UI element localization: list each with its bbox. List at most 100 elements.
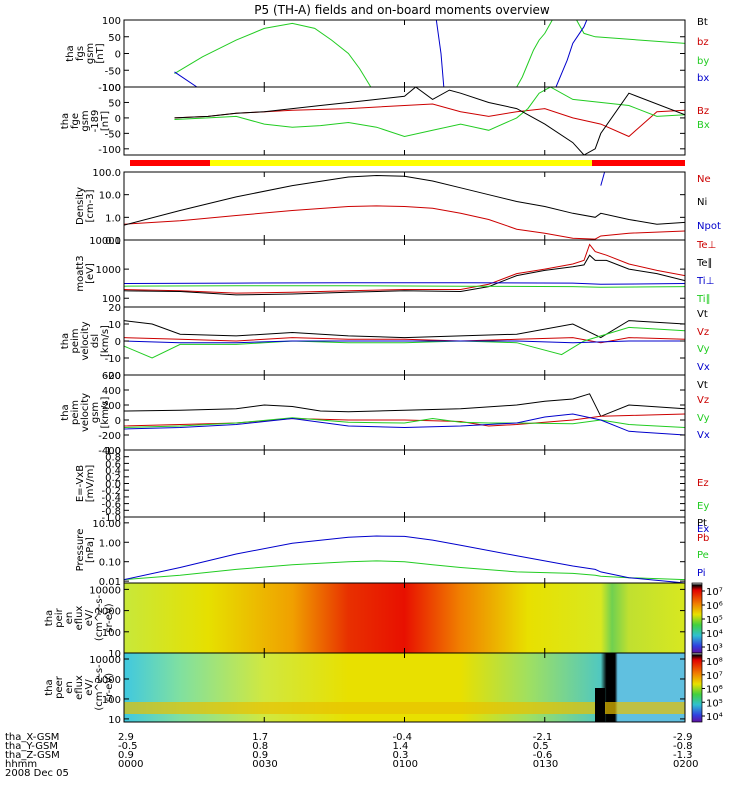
y-tick-label: 100 — [102, 695, 121, 706]
mode-bar-red — [592, 160, 685, 166]
y-axis-label: fgs — [75, 46, 86, 61]
y-tick-label: 400 — [102, 386, 121, 397]
y-axis-label: peim — [70, 328, 81, 353]
y-axis-label: en — [64, 681, 75, 694]
colorbar-tick-label: 10⁵ — [706, 615, 723, 626]
series-line-Ne — [124, 205, 685, 240]
footer-value: -2.9 — [673, 732, 693, 743]
colorbar-tick-label: 10⁷ — [706, 671, 723, 682]
legend-entry: Pe — [697, 550, 709, 561]
y-tick-label: -50 — [105, 66, 121, 77]
y-tick-label: 600 — [102, 371, 121, 382]
spectrogram-gap — [595, 688, 605, 722]
series-line-Te⊥ — [124, 243, 685, 294]
y-tick-label: 10.0 — [99, 191, 121, 202]
colorbar-tick-label: 10⁴ — [706, 629, 723, 640]
y-tick-label: 0.01 — [99, 577, 121, 588]
y-axis-label: tha — [65, 45, 76, 61]
colorbar-tick-label: 10⁸ — [706, 657, 723, 668]
legend-entry: by — [697, 56, 709, 67]
y-tick-label: 1000 — [96, 265, 121, 276]
y-tick-label: 0.10 — [99, 558, 121, 569]
footer-row-label: tha_Y-GSM — [5, 741, 58, 752]
panel-6: Vt Vz Vy Vx 600 400 200 0 -200 -400 tha peim velocit… — [60, 371, 710, 457]
footer-value: 0.5 — [533, 741, 549, 752]
y-axis-label: eflux — [74, 675, 85, 700]
y-axis-label: [nT] — [100, 111, 111, 131]
y-axis-label: [km/s] — [100, 396, 111, 428]
panel-4: Te⊥ Te∥ Ti⊥ Ti∥ 10000 1000 100 moatt3 [eV] — [75, 236, 716, 308]
footer-value: 0.8 — [252, 741, 268, 752]
series-group — [124, 393, 685, 436]
series-line-Ti⊥ — [124, 282, 685, 285]
y-axis-label: [nPa] — [85, 537, 96, 563]
legend-entry: Bx — [697, 120, 710, 131]
y-tick-label: -1.0 — [101, 513, 121, 524]
y-tick-label: 100 — [102, 294, 121, 305]
panel-7: Ez Ey Ex 1.00.80.60.40.20.0-0.2-0.4-0.6-0.8… — [75, 446, 709, 535]
footer-value: 1.7 — [252, 732, 268, 743]
y-tick-label: 1.0 — [105, 213, 121, 224]
footer-value: -0.8 — [673, 741, 693, 752]
y-axis-label: [cm-3] — [85, 189, 96, 222]
spectrogram-band — [124, 702, 685, 714]
y-axis-label: Density — [75, 187, 86, 225]
series-line-Vt — [124, 320, 685, 339]
series-line-Bt — [174, 87, 685, 155]
y-axis-label: (cm^2-s- — [94, 664, 105, 711]
legend-entry: Npot — [697, 221, 721, 232]
legend-entry: Bt — [697, 17, 708, 28]
series-line-Vt — [124, 393, 685, 417]
y-axis-label: sr-eV) — [104, 673, 115, 702]
y-tick-label: 0.6 — [105, 459, 121, 470]
legend-entry: Vt — [697, 309, 708, 320]
legend-entry: Ne — [697, 174, 711, 185]
y-tick-label: -0.6 — [101, 500, 121, 511]
y-tick-label: -20 — [105, 371, 121, 382]
legend-entry: Bz — [697, 106, 709, 117]
footer-value: -0.4 — [393, 732, 413, 743]
series-group — [124, 172, 685, 240]
footer-value: 0.3 — [393, 750, 409, 761]
y-axis-label: [km/s] — [100, 325, 111, 357]
y-tick-label: 0.4 — [105, 466, 121, 477]
y-axis-label: tha — [60, 333, 71, 349]
y-tick-label: -0.8 — [101, 506, 121, 517]
panel-frame — [123, 516, 686, 584]
y-tick-label: 10 — [108, 715, 121, 726]
footer-value: 0130 — [533, 759, 558, 770]
y-axis-label: tha — [60, 113, 71, 129]
y-axis-label: tha — [44, 679, 55, 695]
legend-entry: Ez — [697, 478, 709, 489]
y-axis-label: (cm^2-s- — [94, 594, 105, 641]
legend-entry: Te∥ — [696, 258, 713, 269]
panel-frame — [123, 86, 686, 156]
y-axis-label: gsm — [85, 43, 96, 64]
colorbar-9 — [691, 582, 703, 654]
y-tick-label: 1000 — [96, 607, 121, 618]
series-line-Ti∥ — [124, 285, 685, 288]
y-tick-label: 10000 — [89, 655, 121, 666]
y-axis-label: eflux — [74, 606, 85, 631]
y-tick-label: 0.0 — [105, 480, 121, 491]
y-axis-label: en — [64, 612, 75, 625]
series-line-Vx — [124, 340, 685, 344]
y-tick-label: 100 — [102, 16, 121, 27]
legend-entry: Ex — [697, 524, 709, 535]
colorbar-tick-label: 10⁶ — [706, 601, 723, 612]
series-line-Te∥ — [124, 254, 685, 296]
y-axis-label: eV/ — [84, 609, 95, 626]
y-tick-label: -100 — [98, 145, 121, 156]
footer-value: 0030 — [252, 759, 277, 770]
y-tick-label: 200 — [102, 401, 121, 412]
legend-entry: bz — [697, 37, 709, 48]
y-tick-label: -400 — [98, 446, 121, 457]
y-tick-label: 10 — [108, 320, 121, 331]
y-axis-label: peer — [54, 675, 65, 699]
legend-entry: Vy — [697, 344, 710, 355]
y-axis-label: dsl — [90, 334, 101, 348]
y-axis-label: fge — [70, 113, 81, 129]
y-tick-label: 20 — [108, 303, 121, 314]
